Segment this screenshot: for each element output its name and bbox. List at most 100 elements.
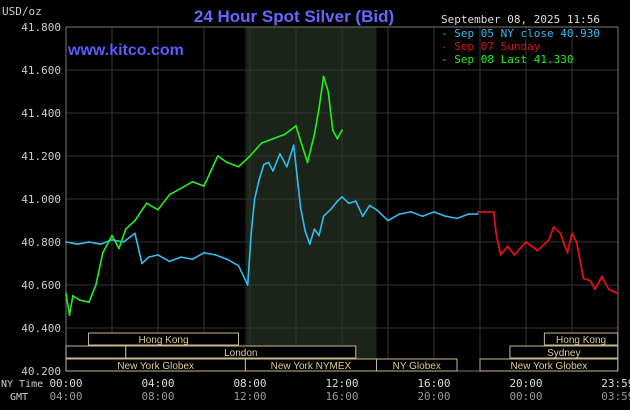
series-3-point <box>336 137 339 140</box>
series-3-point <box>341 129 343 132</box>
series-3-point <box>145 202 148 205</box>
session-bar <box>479 358 619 372</box>
session-bar <box>88 332 240 346</box>
series-2-point <box>594 288 596 291</box>
series-1-point <box>398 213 401 215</box>
series-1-point <box>134 232 136 235</box>
y-tick-label: 40.400 <box>21 322 61 335</box>
series-1-point <box>467 213 470 215</box>
series-3-point <box>216 155 219 157</box>
legend-entry-sep08: - Sep 08 Last 41.330 <box>441 53 573 66</box>
y-tick-label: 40.200 <box>21 365 61 378</box>
series-3-point <box>299 140 302 142</box>
x-tick-label-ny: 20:00 <box>509 377 542 390</box>
series-3-point <box>124 228 127 231</box>
series-1-point <box>456 217 458 220</box>
series-1-point <box>433 211 435 213</box>
series-3-point <box>237 165 240 168</box>
series-1-point <box>476 213 479 215</box>
series-2-point <box>536 249 539 252</box>
series-1-point <box>237 264 240 267</box>
series-2-point <box>601 275 603 278</box>
series-3-point <box>88 301 90 304</box>
session-label: New York Globex <box>117 361 194 372</box>
series-3-point <box>295 125 297 127</box>
series-3-point <box>313 133 316 136</box>
series-1-point <box>368 204 371 207</box>
session-label: London <box>224 348 257 359</box>
session-bar <box>543 332 619 346</box>
series-1-point <box>76 243 79 246</box>
series-1-point <box>147 256 150 258</box>
series-1-point <box>267 161 270 164</box>
series-line-1 <box>65 144 478 286</box>
legend-date: September 08, 2025 11:56 <box>441 13 600 26</box>
x-tick-label-gmt: 03:59 <box>601 390 630 403</box>
y-tick-label: 41.200 <box>21 150 61 163</box>
session-label: New York Globex <box>511 361 588 372</box>
x-tick-label-ny: 00:00 <box>49 377 82 390</box>
series-3-point <box>101 251 104 254</box>
series-1-point <box>246 284 249 286</box>
series-2-point <box>559 232 562 235</box>
series-1-point <box>329 208 332 211</box>
series-1-point <box>157 254 159 256</box>
series-1-point <box>299 206 302 209</box>
series-2-point <box>566 251 569 254</box>
series-3-point <box>210 170 212 172</box>
session-label: Hong Kong <box>138 335 188 346</box>
session-bar <box>509 345 619 359</box>
series-1-point <box>313 228 316 231</box>
legend-entry-sep05: - Sep 05 NY close 40.930 <box>441 27 600 40</box>
series-1-point <box>410 211 412 213</box>
series-3-point <box>157 208 159 211</box>
y-tick-label: 41.600 <box>21 64 61 77</box>
series-1-point <box>191 258 194 261</box>
session-label: NY Globex <box>393 361 441 372</box>
legend-entry-sep07: - Sep 07 Sunday <box>441 40 541 53</box>
series-2-point <box>589 279 592 282</box>
series-2-point <box>616 292 619 295</box>
session-bar <box>376 358 458 372</box>
series-3-point <box>327 90 330 93</box>
grid-lines <box>66 26 618 372</box>
y-tick-label: 41.400 <box>21 107 61 120</box>
gmt-row-label: GMT <box>10 392 28 403</box>
series-2-point <box>495 232 497 235</box>
series-1-point <box>203 251 205 254</box>
series-1-point <box>318 234 320 237</box>
x-tick-label-gmt: 08:00 <box>141 390 174 403</box>
y-axis-tick-labels: 41.800 41.600 41.400 41.200 41.000 40.800 40.6… <box>21 21 61 378</box>
series-2-point <box>506 245 509 248</box>
series-1-point <box>99 243 102 246</box>
series-1-point <box>180 256 182 258</box>
series-2-point <box>499 254 502 256</box>
series-2-point <box>582 277 585 280</box>
series-3-point <box>134 219 136 222</box>
series-3-point <box>95 284 97 286</box>
series-1-point <box>354 200 357 203</box>
series-3-point <box>322 75 325 78</box>
series-2-point <box>571 232 573 235</box>
series-1-point <box>250 232 253 235</box>
series-1-point <box>272 170 274 172</box>
series-3-point <box>318 107 320 110</box>
session-label: Sydney <box>547 348 580 359</box>
series-3-point <box>331 129 334 132</box>
series-1-point <box>65 241 67 243</box>
y-tick-label: 41.000 <box>21 193 61 206</box>
series-1-point <box>262 163 265 166</box>
series-3-point <box>72 294 74 297</box>
series-3-point <box>68 314 71 316</box>
series-2-point <box>476 211 479 213</box>
series-3-point <box>306 161 309 164</box>
series-1-point <box>226 258 228 261</box>
series-3-point <box>65 292 67 295</box>
series-1-point <box>253 198 256 200</box>
series-1-point <box>341 195 343 198</box>
series-2-point <box>548 238 550 241</box>
series-1-point <box>111 238 113 241</box>
series-1-point <box>279 152 281 155</box>
x-tick-label-ny: 12:00 <box>325 377 358 390</box>
